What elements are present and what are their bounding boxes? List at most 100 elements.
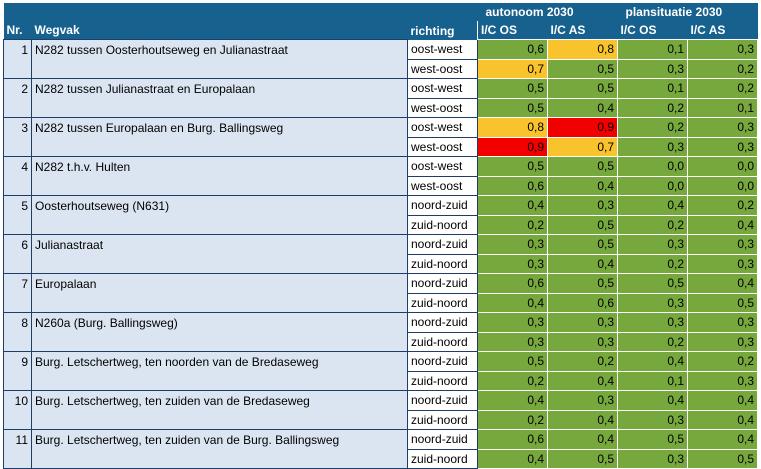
value-plan-ic-as: 0,3: [687, 234, 758, 255]
value-autonoom-ic-as: 0,5: [547, 214, 618, 235]
value-autonoom-ic-os: 0,6: [477, 39, 548, 60]
value-plan-ic-os: 0,2: [617, 117, 688, 138]
table-row: 4 N282 t.h.v. Hulten oost-west 0,5 0,5 0,0 0,0: [3, 156, 758, 177]
value-autonoom-ic-as: 0,4: [547, 175, 618, 196]
header-nr: Nr.: [3, 21, 32, 40]
value-plan-ic-as: 0,2: [687, 195, 758, 216]
row-number: [3, 137, 32, 157]
value-autonoom-ic-os: 0,3: [477, 253, 548, 274]
row-richting: zuid-noord: [407, 449, 478, 469]
row-wegvak: [31, 137, 408, 157]
value-autonoom-ic-os: 0,4: [477, 390, 548, 411]
value-autonoom-ic-os: 0,7: [477, 58, 548, 79]
value-plan-ic-os: 0,3: [617, 448, 688, 469]
value-plan-ic-os: 0,5: [617, 273, 688, 294]
row-richting: zuid-noord: [407, 293, 478, 313]
table-row: 3 N282 tussen Europalaan en Burg. Balling…: [3, 117, 758, 138]
row-number: 1: [3, 39, 32, 59]
value-autonoom-ic-os: 0,3: [477, 234, 548, 255]
table-row: zuid-noord 0,4 0,6 0,3 0,5: [3, 292, 758, 313]
value-autonoom-ic-as: 0,8: [547, 39, 618, 60]
table-row: 11 Burg. Letschertweg, ten zuiden van de …: [3, 429, 758, 450]
value-plan-ic-os: 0,2: [617, 97, 688, 118]
value-autonoom-ic-os: 0,5: [477, 78, 548, 99]
row-number: [3, 410, 32, 430]
value-autonoom-ic-os: 0,2: [477, 214, 548, 235]
value-autonoom-ic-os: 0,2: [477, 409, 548, 430]
value-plan-ic-os: 0,3: [617, 234, 688, 255]
row-richting: zuid-noord: [407, 215, 478, 235]
header-wegvak: Wegvak: [31, 21, 408, 40]
value-plan-ic-as: 0,3: [687, 253, 758, 274]
value-plan-ic-os: 0,2: [617, 214, 688, 235]
row-wegvak: N282 tussen Europalaan en Burg. Ballings…: [31, 117, 408, 137]
table-row: 5 Oosterhoutseweg (N631) noord-zuid 0,4 0,3 0…: [3, 195, 758, 216]
value-autonoom-ic-os: 0,5: [477, 97, 548, 118]
row-richting: west-oost: [407, 137, 478, 157]
value-plan-ic-as: 0,4: [687, 429, 758, 450]
row-number: [3, 332, 32, 352]
row-number: [3, 449, 32, 469]
table-row: 1 N282 tussen Oosterhoutseweg en Julianas…: [3, 39, 758, 60]
value-plan-ic-as: 0,3: [687, 136, 758, 157]
value-plan-ic-os: 0,0: [617, 175, 688, 196]
row-wegvak: [31, 176, 408, 196]
value-autonoom-ic-as: 0,2: [547, 351, 618, 372]
value-autonoom-ic-as: 0,7: [547, 136, 618, 157]
value-plan-ic-as: 0,0: [687, 156, 758, 177]
value-plan-ic-os: 0,3: [617, 58, 688, 79]
value-plan-ic-os: 0,4: [617, 390, 688, 411]
row-wegvak: Europalaan: [31, 273, 408, 293]
row-richting: noord-zuid: [407, 234, 478, 255]
value-autonoom-ic-as: 0,4: [547, 409, 618, 430]
header-richting: richting: [407, 21, 478, 40]
value-plan-ic-as: 0,2: [687, 78, 758, 99]
value-autonoom-ic-os: 0,8: [477, 117, 548, 138]
table-row: west-oost 0,5 0,4 0,2 0,1: [3, 97, 758, 118]
row-richting: noord-zuid: [407, 351, 478, 372]
value-autonoom-ic-os: 0,5: [477, 351, 548, 372]
value-autonoom-ic-os: 0,4: [477, 195, 548, 216]
row-number: 11: [3, 429, 32, 449]
row-wegvak: Oosterhoutseweg (N631): [31, 195, 408, 215]
value-autonoom-ic-as: 0,3: [547, 312, 618, 333]
table-row: zuid-noord 0,2 0,4 0,3 0,4: [3, 409, 758, 430]
table-row: zuid-noord 0,3 0,4 0,2 0,3: [3, 253, 758, 274]
row-richting: noord-zuid: [407, 195, 478, 216]
value-plan-ic-os: 0,3: [617, 312, 688, 333]
value-autonoom-ic-as: 0,5: [547, 234, 618, 255]
header-plan-ic-as: I/C AS: [687, 21, 758, 40]
table-body: 1 N282 tussen Oosterhoutseweg en Julianas…: [3, 39, 758, 469]
row-number: [3, 293, 32, 313]
table-header: autonoom 2030 plansituatie 2030 Nr. Wegv…: [3, 3, 758, 40]
row-richting: west-oost: [407, 59, 478, 79]
value-plan-ic-os: 0,4: [617, 351, 688, 372]
row-richting: noord-zuid: [407, 390, 478, 411]
value-plan-ic-as: 0,2: [687, 58, 758, 79]
row-wegvak: [31, 59, 408, 79]
value-plan-ic-as: 0,5: [687, 448, 758, 469]
value-plan-ic-os: 0,0: [617, 156, 688, 177]
ic-table-container: autonoom 2030 plansituatie 2030 Nr. Wegv…: [3, 3, 758, 469]
row-richting: noord-zuid: [407, 312, 478, 333]
value-plan-ic-as: 0,3: [687, 370, 758, 391]
row-wegvak: N282 t.h.v. Hulten: [31, 156, 408, 176]
row-richting: zuid-noord: [407, 410, 478, 430]
row-richting: zuid-noord: [407, 332, 478, 352]
row-wegvak: Julianastraat: [31, 234, 408, 254]
row-richting: oost-west: [407, 78, 478, 99]
table-row: west-oost 0,6 0,4 0,0 0,0: [3, 175, 758, 196]
table-row: west-oost 0,7 0,5 0,3 0,2: [3, 58, 758, 79]
value-autonoom-ic-os: 0,4: [477, 292, 548, 313]
table-row: 2 N282 tussen Julianastraat en Europalaan…: [3, 78, 758, 99]
value-plan-ic-as: 0,5: [687, 292, 758, 313]
value-plan-ic-as: 0,0: [687, 175, 758, 196]
value-autonoom-ic-as: 0,4: [547, 97, 618, 118]
header-plansituatie: plansituatie 2030: [617, 3, 758, 21]
row-number: 7: [3, 273, 32, 293]
header-autonoom: autonoom 2030: [477, 3, 618, 21]
value-autonoom-ic-as: 0,6: [547, 292, 618, 313]
row-wegvak: Burg. Letschertweg, ten zuiden van de Bu…: [31, 429, 408, 449]
value-plan-ic-os: 0,3: [617, 136, 688, 157]
value-plan-ic-as: 0,4: [687, 390, 758, 411]
